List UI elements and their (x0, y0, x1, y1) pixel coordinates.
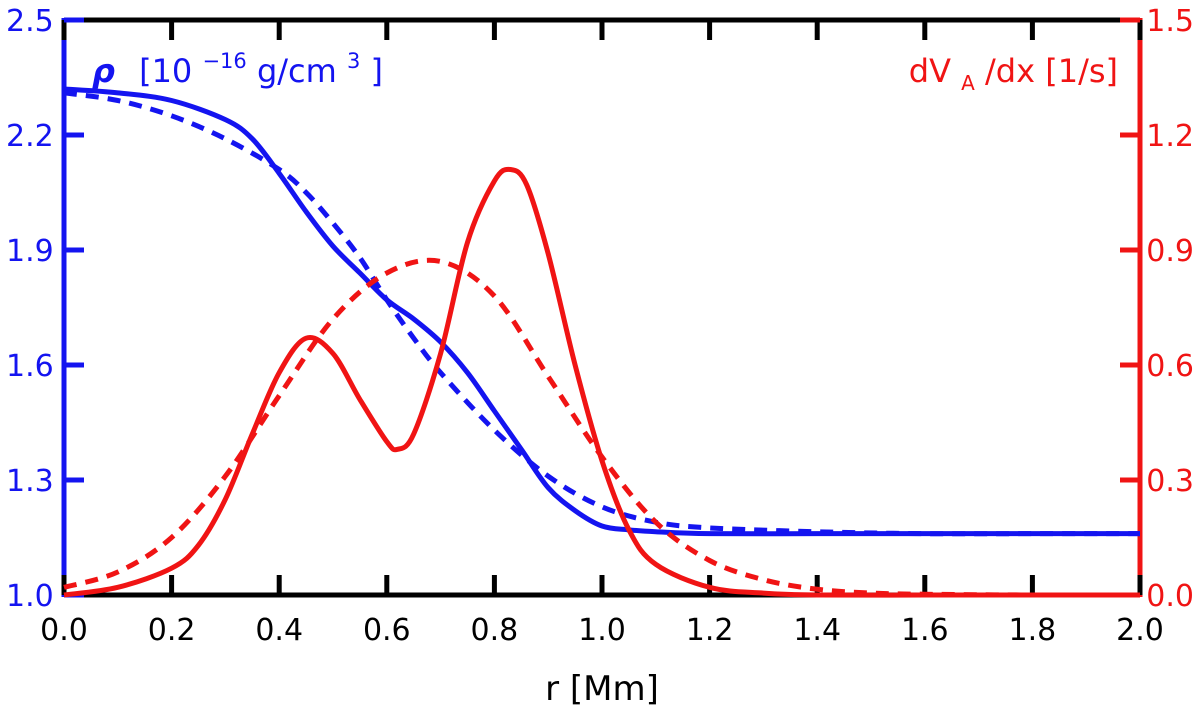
y-right-tick-label: 1.5 (1146, 4, 1194, 39)
series-line-1 (63, 86, 1140, 537)
y-left-unit-close: ] (371, 52, 383, 90)
y-right-tick-label: 1.2 (1146, 119, 1194, 154)
rho-symbol: ρ (92, 52, 115, 90)
y-left-tick-label: 2.2 (6, 119, 54, 154)
series-line-4 (63, 257, 1141, 598)
y-right-axis-label: dV A /dx [1/s] (909, 52, 1118, 98)
x-tick-label: 0.2 (148, 613, 196, 648)
y-left-axis-ticks: 1.0 1.3 1.6 1.9 2.2 2.5 (6, 4, 84, 614)
y-right-label-main: dV (909, 52, 951, 90)
y-right-axis-ticks: 0.0 0.3 0.6 0.9 1.2 1.5 (1120, 4, 1194, 614)
y-left-tick-label: 1.3 (6, 464, 54, 499)
y-left-exponent: −16 (202, 49, 246, 73)
y-left-tick-label: 2.5 (6, 4, 54, 39)
y-left-axis-label: ρ [10 −16 g/cm 3 ] (92, 38, 383, 90)
x-tick-label: 0.0 (40, 613, 88, 648)
y-left-unit-open: [10 (139, 52, 192, 90)
y-left-unit-mid: g/cm (257, 52, 337, 90)
x-tick-label: 1.0 (578, 613, 626, 648)
y-left-unit-exp: 3 (347, 49, 360, 73)
y-right-tick-label: 0.6 (1146, 349, 1194, 384)
x-tick-label: 0.6 (363, 613, 411, 648)
x-tick-label: 0.8 (471, 613, 519, 648)
x-axis-label: r [Mm] (545, 669, 659, 709)
y-right-tick-label: 0.0 (1146, 579, 1194, 614)
x-tick-label: 1.2 (686, 613, 734, 648)
y-left-tick-label: 1.6 (6, 349, 54, 384)
series-layer (63, 86, 1141, 598)
y-right-tick-label: 0.9 (1146, 234, 1194, 269)
x-tick-label: 1.6 (901, 613, 949, 648)
y-left-tick-label: 1.0 (6, 579, 54, 614)
y-right-label-sub: A (961, 71, 975, 95)
y-left-tick-label: 1.9 (6, 234, 54, 269)
y-right-tick-label: 0.3 (1146, 464, 1194, 499)
x-tick-label: 0.4 (255, 613, 303, 648)
x-tick-label: 2.0 (1116, 613, 1164, 648)
x-tick-label: 1.8 (1009, 613, 1057, 648)
y-right-label-rest: /dx [1/s] (985, 52, 1118, 90)
x-axis-ticks: 0.0 0.2 0.4 0.6 0.8 1.0 1.2 1.4 1.6 1.8 2.0 (40, 20, 1164, 648)
x-tick-label: 1.4 (793, 613, 841, 648)
